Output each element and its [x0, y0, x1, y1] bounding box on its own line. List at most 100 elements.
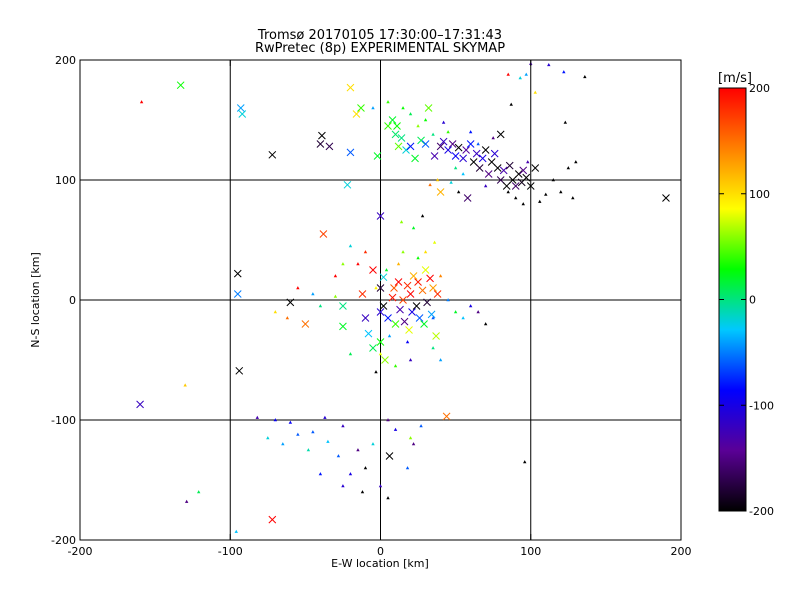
data-point-dot [509, 102, 513, 106]
data-point-dot [386, 496, 390, 500]
data-point-x [136, 400, 144, 409]
data-point-dot [461, 172, 465, 176]
data-point-dot [234, 529, 238, 533]
data-point-x [376, 338, 385, 346]
data-point-dot [306, 448, 311, 452]
data-point-x [490, 149, 499, 158]
data-point-dot [453, 310, 458, 314]
data-point-dot [285, 316, 290, 320]
data-point-dot [435, 178, 440, 182]
data-point-x [379, 302, 388, 310]
data-point-dot [476, 310, 480, 314]
data-point-dot [491, 136, 495, 140]
y-tick-label: -200 [51, 534, 76, 547]
data-point-dot [416, 124, 420, 128]
data-point-x [519, 166, 528, 175]
data-point-dot [399, 220, 404, 224]
data-point-x [369, 344, 377, 352]
data-point-dot [384, 268, 389, 272]
data-point-x [409, 272, 418, 280]
data-point-dot [563, 120, 568, 124]
data-point-dot [483, 184, 488, 188]
data-point-x [346, 148, 355, 157]
data-point-dot [428, 182, 432, 187]
data-point-x [388, 293, 397, 302]
data-point-dot [526, 160, 530, 164]
data-point-dot [533, 90, 537, 94]
data-point-dot [547, 62, 551, 67]
data-point-x [390, 284, 398, 292]
data-point-x [352, 110, 361, 118]
data-point-dot [288, 420, 293, 424]
data-point-x [417, 136, 425, 145]
data-point-x [499, 166, 508, 175]
data-point-x [496, 130, 505, 139]
data-point-x [238, 110, 247, 118]
data-point-x [502, 182, 511, 190]
data-point-dot [468, 304, 473, 308]
data-point-x [662, 194, 670, 202]
data-point-dot [524, 72, 528, 76]
x-axis-label: E-W location [km] [331, 557, 429, 570]
data-point-dot [396, 262, 401, 266]
data-point-x [385, 452, 394, 460]
x-tick-label: -100 [218, 545, 243, 558]
colorbar: [m/s] -200 -100 0 100 200 [718, 71, 774, 518]
data-point-dot [296, 432, 300, 436]
data-point-x [514, 170, 523, 178]
data-point-x [379, 273, 388, 282]
data-point-x [454, 143, 463, 152]
data-point-x [421, 266, 430, 274]
data-point-dot [374, 370, 378, 374]
data-point-x [339, 302, 347, 310]
data-point-dot [348, 472, 353, 476]
data-point-x [394, 142, 403, 151]
data-point-x [393, 122, 401, 130]
data-point-dot [318, 472, 323, 476]
data-point-dot [411, 226, 416, 230]
data-point-dot [393, 364, 398, 368]
data-point-x [391, 130, 400, 139]
data-point-x [357, 104, 365, 112]
data-point-dot [405, 340, 410, 344]
data-point-x [427, 310, 436, 319]
data-point-dot [431, 132, 435, 136]
data-point-x [400, 317, 409, 326]
colorbar-tick-label: 0 [749, 294, 756, 307]
data-point-x [423, 298, 431, 307]
data-point-x [493, 164, 502, 172]
y-axis-ticks: -200 -100 0 100 200 [51, 54, 681, 547]
data-point-x [399, 296, 407, 304]
data-point-dot [562, 70, 566, 74]
data-point-dot [378, 484, 383, 488]
data-point-dot [438, 274, 443, 278]
data-point-dot [449, 180, 453, 184]
data-point-dot [506, 72, 510, 76]
y-tick-label: -100 [51, 414, 76, 427]
data-point-dot [311, 292, 315, 296]
data-point-dot [273, 418, 278, 422]
data-point-x [463, 194, 472, 202]
data-point-dot [348, 244, 353, 248]
data-point-dot [518, 76, 522, 80]
data-point-dot [273, 310, 278, 314]
data-point-dot [356, 448, 360, 452]
data-point-dot [333, 294, 338, 298]
data-point-dot [386, 418, 390, 422]
data-point-dot [336, 454, 341, 458]
data-point-x [268, 150, 277, 159]
data-point-dot [514, 196, 518, 200]
data-point-dot [387, 334, 392, 338]
data-point-dot [341, 424, 345, 428]
data-point-x [373, 152, 382, 160]
data-point-dot [341, 262, 345, 266]
data-point-x [412, 302, 421, 310]
data-point-x [406, 142, 415, 151]
colorbar-ticks: -200 -100 0 100 200 [719, 82, 774, 518]
data-point-x [339, 322, 347, 331]
data-point-dot [559, 190, 563, 194]
data-point-dot [431, 346, 435, 350]
data-point-x [319, 230, 328, 238]
data-point-dot [296, 286, 300, 290]
x-tick-label: 100 [520, 545, 541, 558]
